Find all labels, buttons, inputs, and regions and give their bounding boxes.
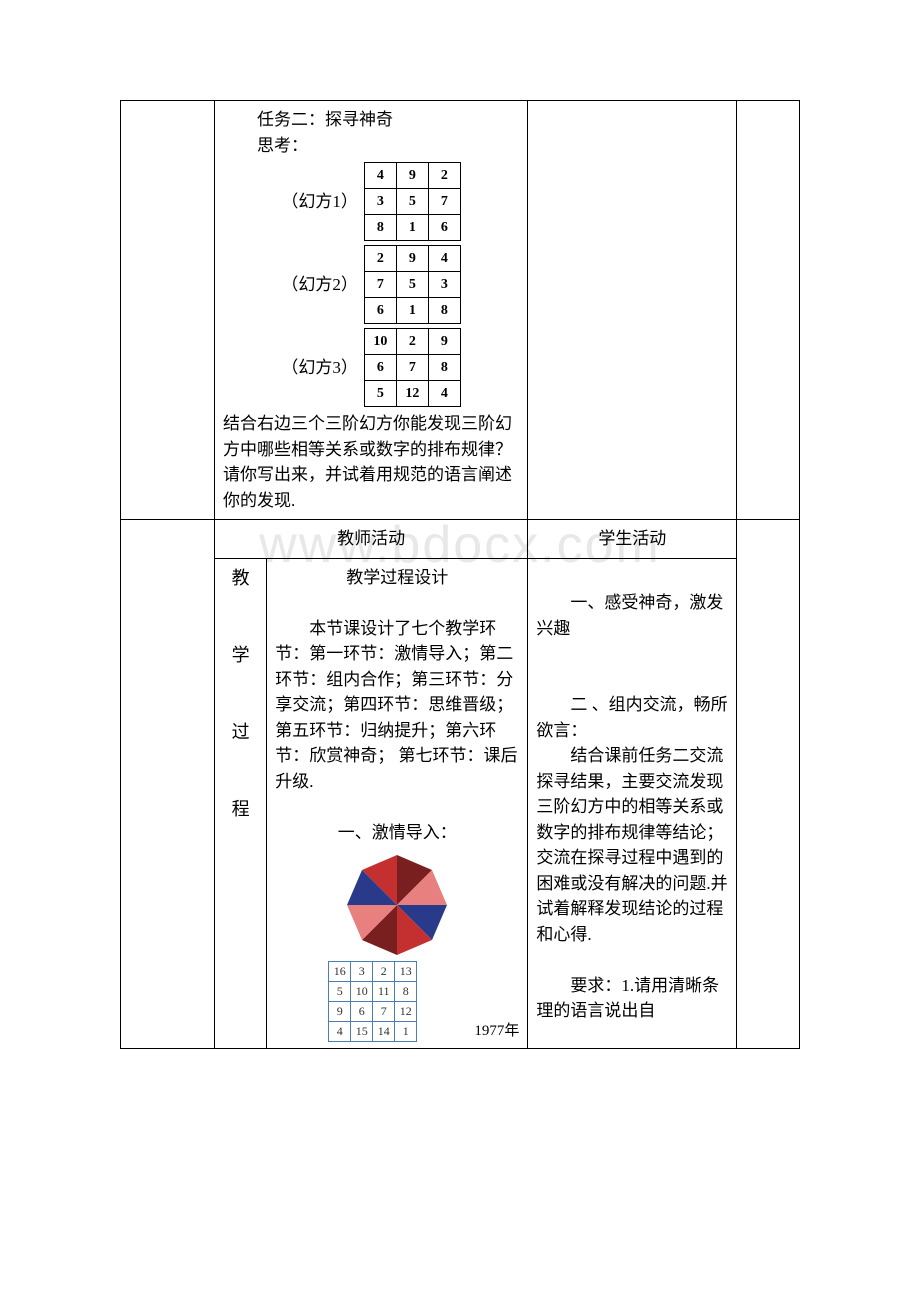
student-s2-body: 结合课前任务二交流探寻结果，主要交流发现三阶幻方中的相等关系或数字的排布规律等结… [536,743,728,947]
vlabel-4: 程 [223,796,258,823]
page-container: 任务二：探寻神奇 思考： （幻方1） 4 9 2 3 5 7 [0,0,920,1089]
task2-prompt: 结合右边三个三阶幻方你能发现三阶幻方中哪些相等关系或数字的排布规律？请你写出来，… [223,411,519,513]
ms-cell: 4 [428,246,460,272]
ms-cell: 2 [396,329,428,355]
mg-cell: 16 [329,962,351,982]
ms-cell: 2 [428,163,460,189]
ms-cell: 8 [428,298,460,324]
magic-label-1: （幻方1） [281,189,358,215]
magic-square-3: 10 2 9 6 7 8 5 12 4 [364,328,461,407]
mg-cell: 12 [395,1002,417,1022]
ms-cell: 5 [364,381,396,407]
teacher-activity-cell: 教学过程设计 本节课设计了七个教学环节：第一环节：激情导入；第二环节：组内合作；… [267,558,528,1049]
ms-cell: 8 [364,215,396,241]
magic-label-3: （幻方3） [281,355,358,381]
mg-cell: 7 [373,1002,395,1022]
mg-cell: 11 [373,982,395,1002]
vertical-label-cell: 教 学 过 程 [215,558,267,1049]
magic-label-2: （幻方2） [281,272,358,298]
empty-cell [528,101,737,520]
pinwheel-logo-icon [342,855,452,955]
ms-cell: 10 [364,329,396,355]
student-activity-cell: 一、感受神奇，激发兴趣 二 、组内交流，畅所欲言： 结合课前任务二交流探寻结果，… [528,558,737,1049]
ms-cell: 7 [428,189,460,215]
mg-cell: 5 [329,982,351,1002]
student-header: 学生活动 [528,520,737,559]
ms-cell: 9 [396,246,428,272]
ms-cell: 6 [364,298,396,324]
student-s1: 一、感受神奇，激发兴趣 [536,590,728,641]
empty-cell [121,520,215,1049]
design-intro: 本节课设计了七个教学环节：第一环节：激情导入；第二环节：组内合作；第三环节：分享… [275,616,519,795]
think-label: 思考： [223,133,519,159]
mg-cell: 10 [351,982,373,1002]
magic-square-1-wrapper: （幻方1） 4 9 2 3 5 7 8 [223,162,519,241]
vlabel-3: 过 [223,719,258,746]
task2-cell: 任务二：探寻神奇 思考： （幻方1） 4 9 2 3 5 7 [215,101,528,520]
ms-cell: 7 [364,272,396,298]
ms-cell: 9 [396,163,428,189]
mg-cell: 3 [351,962,373,982]
process-title: 教学过程设计 [275,565,519,591]
ms-cell: 5 [396,272,428,298]
mg-cell: 13 [395,962,417,982]
magic-square-1: 4 9 2 3 5 7 8 1 6 [364,162,461,241]
ms-cell: 8 [428,355,460,381]
student-s2-title: 二 、组内交流，畅所欲言： [536,692,728,743]
ms-cell: 6 [428,215,460,241]
ms-cell: 1 [396,215,428,241]
magic-square-3-wrapper: （幻方3） 10 2 9 6 7 8 5 [223,328,519,407]
ms-cell: 7 [396,355,428,381]
task2-title: 任务二：探寻神奇 [223,107,519,133]
ms-cell: 9 [428,329,460,355]
mini-grid-wrapper: 16 3 2 13 5 10 11 8 9 [275,961,519,1042]
empty-cell [737,101,800,520]
mini-year: 1977年 [474,1020,519,1043]
teacher-header: 教师活动 [215,520,528,559]
magic-square-2: 2 9 4 7 5 3 6 1 8 [364,245,461,324]
mg-cell: 6 [351,1002,373,1022]
vlabel-1: 教 [223,565,258,592]
mg-cell: 1 [395,1022,417,1042]
mg-cell: 14 [373,1022,395,1042]
ms-cell: 5 [396,189,428,215]
mg-cell: 4 [329,1022,351,1042]
magic-square-2-wrapper: （幻方2） 2 9 4 7 5 3 6 [223,245,519,324]
mg-cell: 15 [351,1022,373,1042]
mg-cell: 8 [395,982,417,1002]
vlabel-2: 学 [223,642,258,669]
ms-cell: 6 [364,355,396,381]
section1-title: 一、激情导入： [275,820,519,846]
ms-cell: 2 [364,246,396,272]
main-table: 任务二：探寻神奇 思考： （幻方1） 4 9 2 3 5 7 [120,100,800,1049]
mg-cell: 2 [373,962,395,982]
ms-cell: 4 [364,163,396,189]
student-s2-req: 要求：1.请用清晰条理的语言说出自 [536,973,728,1024]
ms-cell: 3 [428,272,460,298]
ms-cell: 4 [428,381,460,407]
ms-cell: 12 [396,381,428,407]
empty-cell [121,101,215,520]
ms-cell: 3 [364,189,396,215]
mg-cell: 9 [329,1002,351,1022]
empty-cell [737,520,800,1049]
ms-cell: 1 [396,298,428,324]
mini-grid: 16 3 2 13 5 10 11 8 9 [328,961,417,1042]
